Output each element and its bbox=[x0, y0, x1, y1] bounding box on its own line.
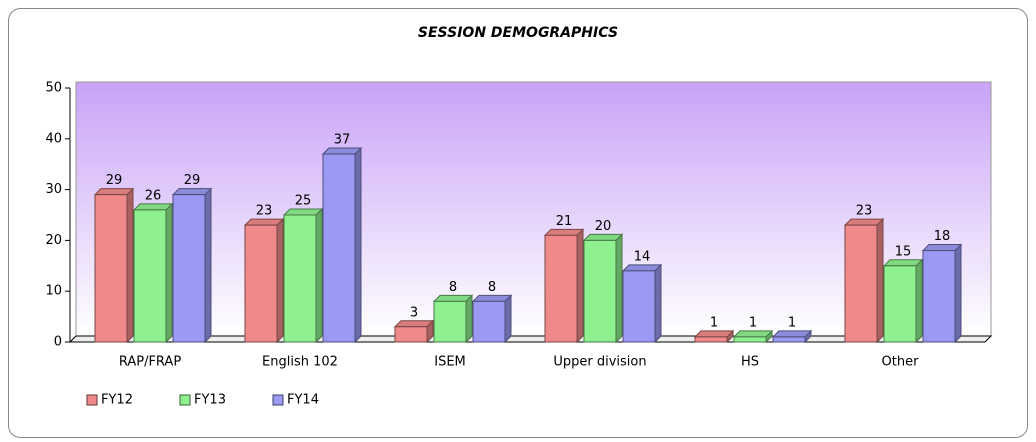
data-label: 23 bbox=[256, 204, 273, 219]
bar-top bbox=[543, 228, 585, 236]
bar-side bbox=[165, 202, 173, 344]
chart-title: SESSION DEMOGRAPHICS bbox=[418, 25, 618, 41]
bar-side bbox=[204, 187, 212, 344]
legend-swatch bbox=[86, 394, 98, 406]
bar bbox=[283, 214, 317, 343]
bar bbox=[472, 300, 506, 343]
legend-swatch bbox=[179, 394, 191, 406]
bar-top bbox=[132, 203, 174, 211]
bar bbox=[733, 336, 767, 343]
bar-top bbox=[621, 264, 663, 272]
data-label: 37 bbox=[334, 133, 351, 148]
bar-side bbox=[615, 233, 623, 344]
y-tick-label: 10 bbox=[45, 284, 62, 299]
y-tick-label: 20 bbox=[45, 233, 62, 248]
data-label: 1 bbox=[788, 315, 796, 330]
bar bbox=[622, 270, 656, 343]
x-tick-label: Upper division bbox=[553, 355, 646, 370]
bar bbox=[544, 234, 578, 343]
bar-side bbox=[276, 217, 284, 344]
data-label: 1 bbox=[710, 315, 718, 330]
y-tick-label: 50 bbox=[45, 81, 62, 96]
bar bbox=[772, 336, 806, 343]
bar-side bbox=[576, 228, 584, 344]
data-label: 1 bbox=[749, 315, 757, 330]
bar bbox=[244, 224, 278, 343]
data-label: 29 bbox=[106, 173, 123, 188]
bar bbox=[172, 194, 206, 343]
bar-side bbox=[654, 263, 662, 344]
bar-side bbox=[954, 243, 962, 344]
bar-side bbox=[126, 187, 134, 344]
bar bbox=[433, 300, 467, 343]
data-label: 25 bbox=[295, 194, 312, 209]
bar bbox=[322, 153, 356, 343]
x-tick-label: English 102 bbox=[262, 355, 338, 370]
bar bbox=[694, 336, 728, 343]
bar-top bbox=[882, 259, 924, 267]
data-label: 21 bbox=[556, 214, 573, 229]
data-label: 26 bbox=[145, 188, 162, 203]
x-tick-label: HS bbox=[741, 355, 759, 370]
bar-top bbox=[732, 330, 774, 338]
data-label: 20 bbox=[595, 219, 612, 234]
bar-top bbox=[282, 208, 324, 216]
bar-top bbox=[321, 147, 363, 155]
bar bbox=[922, 250, 956, 343]
legend-label: FY12 bbox=[101, 393, 133, 408]
bar bbox=[883, 265, 917, 343]
bar-top bbox=[921, 244, 963, 252]
bar-top bbox=[171, 188, 213, 196]
x-tick-label: RAP/FRAP bbox=[119, 355, 181, 370]
data-label: 18 bbox=[934, 229, 951, 244]
legend-swatch bbox=[272, 394, 284, 406]
bar bbox=[844, 224, 878, 343]
legend-label: FY14 bbox=[287, 393, 319, 408]
x-tick-label: Other bbox=[882, 355, 920, 370]
y-tick-label: 40 bbox=[45, 131, 62, 146]
data-label: 8 bbox=[449, 280, 457, 295]
data-label: 29 bbox=[184, 173, 201, 188]
data-label: 3 bbox=[410, 305, 418, 320]
bar-side bbox=[876, 217, 884, 344]
y-tick-label: 30 bbox=[45, 182, 62, 197]
bar-top bbox=[393, 320, 435, 328]
bar-top bbox=[93, 188, 135, 196]
bar-side bbox=[465, 294, 473, 344]
data-label: 15 bbox=[895, 244, 912, 259]
bar-top bbox=[693, 330, 735, 338]
bar-top bbox=[432, 294, 474, 302]
bar-top bbox=[582, 233, 624, 241]
bar-side bbox=[915, 258, 923, 344]
bar-top bbox=[243, 218, 285, 226]
data-label: 23 bbox=[856, 204, 873, 219]
bar-top bbox=[843, 218, 885, 226]
bar-top bbox=[771, 330, 813, 338]
y-tick-label: 0 bbox=[54, 335, 62, 350]
bar bbox=[94, 194, 128, 343]
bar bbox=[133, 209, 167, 343]
bar-top bbox=[471, 294, 513, 302]
data-label: 14 bbox=[634, 249, 651, 264]
bar bbox=[583, 239, 617, 343]
bar-side bbox=[504, 294, 512, 344]
bar-side bbox=[315, 207, 323, 344]
bar bbox=[394, 326, 428, 343]
x-tick-label: ISEM bbox=[434, 355, 466, 370]
bar-side bbox=[354, 146, 362, 344]
data-label: 8 bbox=[488, 280, 496, 295]
legend-label: FY13 bbox=[194, 393, 226, 408]
